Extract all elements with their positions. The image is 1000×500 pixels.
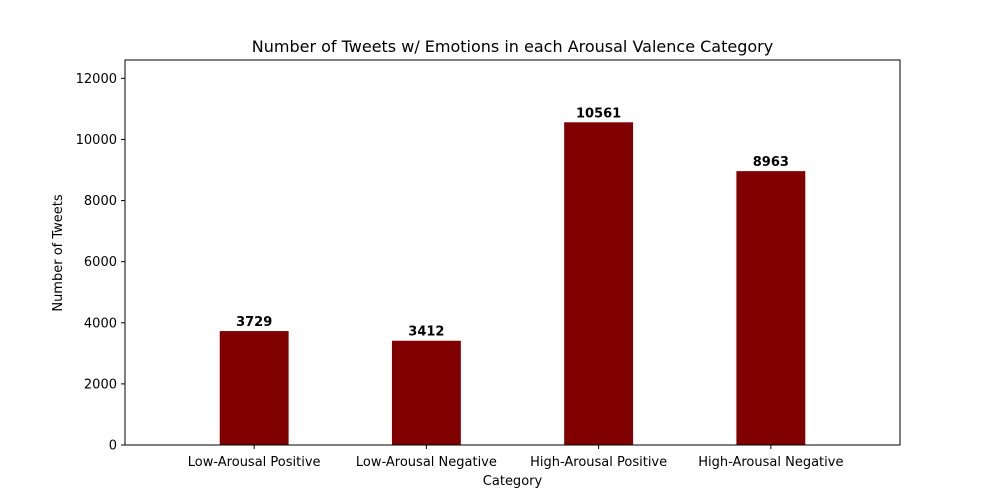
bar-1: [391, 340, 461, 445]
y-tick-label-2: 4000: [84, 316, 117, 331]
bar-3: [736, 171, 806, 445]
plot-area: 3729 3412 10561 8963 Low-Arousal Positive Low…: [76, 72, 844, 470]
x-tick-label-2: High-Arousal Positive: [530, 455, 667, 470]
bar-value-label-1: 3412: [408, 325, 444, 340]
bar-0: [219, 331, 289, 445]
bar-value-label-0: 3729: [236, 315, 272, 330]
x-tick-label-0: Low-Arousal Positive: [188, 455, 321, 470]
bar-value-label-2: 10561: [576, 106, 621, 121]
bar-value-label-3: 8963: [753, 155, 789, 170]
y-tick-label-6: 12000: [76, 72, 117, 87]
y-tick-label-1: 2000: [84, 377, 117, 392]
plot-frame: [124, 59, 901, 446]
chart-title: Number of Tweets w/ Emotions in each Aro…: [252, 37, 773, 56]
y-axis-title: Number of Tweets: [51, 194, 66, 312]
y-tick-label-3: 6000: [84, 255, 117, 270]
x-tick-label-1: Low-Arousal Negative: [356, 455, 497, 470]
x-tick-label-3: High-Arousal Negative: [698, 455, 843, 470]
y-tick-label-0: 0: [109, 439, 117, 454]
x-axis-title: Category: [483, 474, 543, 489]
bar-2: [564, 122, 634, 446]
y-tick-label-4: 8000: [84, 194, 117, 209]
y-tick-label-5: 10000: [76, 133, 117, 148]
